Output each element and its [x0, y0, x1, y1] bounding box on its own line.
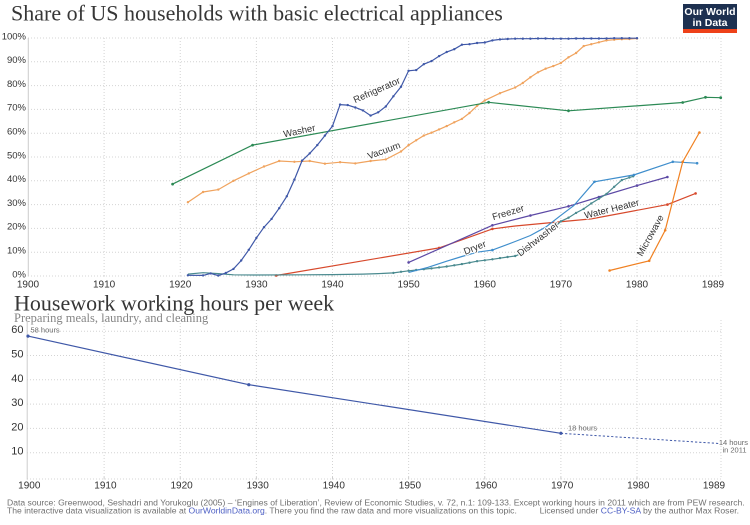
svg-text:Data source: Greenwood, Seshad: Data source: Greenwood, Seshadri and Yor… [7, 498, 745, 508]
svg-text:60%: 60% [7, 127, 27, 138]
svg-text:80%: 80% [7, 79, 27, 90]
svg-text:1970: 1970 [551, 481, 574, 492]
svg-text:30: 30 [11, 397, 23, 409]
svg-text:Housework working hours per we: Housework working hours per week [14, 291, 334, 316]
svg-text:Licensed under CC-BY-SA by the: Licensed under CC-BY-SA by the author Ma… [540, 506, 739, 516]
svg-text:The interactive data visualiza: The interactive data visualization is av… [7, 506, 517, 516]
svg-text:1950: 1950 [397, 280, 420, 291]
svg-text:14 hours: 14 hours [719, 438, 748, 447]
svg-text:1960: 1960 [474, 280, 497, 291]
svg-text:60: 60 [11, 324, 23, 336]
svg-text:1950: 1950 [399, 481, 422, 492]
svg-text:1960: 1960 [475, 481, 498, 492]
svg-text:20: 20 [11, 421, 23, 433]
svg-text:1940: 1940 [323, 481, 346, 492]
svg-text:50: 50 [11, 349, 23, 361]
svg-text:50%: 50% [7, 150, 27, 161]
svg-text:40: 40 [11, 373, 23, 385]
svg-text:Our World: Our World [684, 6, 735, 18]
svg-text:1930: 1930 [245, 280, 268, 291]
svg-text:1989: 1989 [703, 481, 726, 492]
svg-text:1940: 1940 [321, 280, 344, 291]
svg-text:10%: 10% [7, 246, 27, 257]
svg-text:100%: 100% [2, 31, 27, 42]
svg-text:70%: 70% [7, 103, 27, 114]
svg-text:58 hours: 58 hours [31, 326, 60, 335]
svg-text:1900: 1900 [18, 481, 41, 492]
svg-text:1980: 1980 [626, 280, 649, 291]
svg-text:18 hours: 18 hours [568, 424, 597, 433]
svg-text:1910: 1910 [94, 481, 117, 492]
svg-text:1930: 1930 [247, 481, 270, 492]
svg-text:90%: 90% [7, 55, 27, 66]
svg-text:40%: 40% [7, 174, 27, 185]
svg-text:1910: 1910 [93, 280, 116, 291]
svg-text:1920: 1920 [169, 280, 192, 291]
svg-text:1989: 1989 [702, 280, 725, 291]
svg-text:1970: 1970 [550, 280, 573, 291]
svg-text:30%: 30% [7, 198, 27, 209]
svg-text:10: 10 [11, 446, 23, 458]
svg-text:Preparing meals, laundry, and: Preparing meals, laundry, and cleaning [14, 311, 209, 325]
svg-text:in Data: in Data [692, 17, 727, 29]
svg-text:1920: 1920 [170, 481, 193, 492]
svg-text:0%: 0% [12, 269, 26, 280]
svg-text:Share of US households with ba: Share of US households with basic electr… [11, 1, 503, 26]
svg-text:in 2011: in 2011 [722, 446, 746, 455]
svg-text:1980: 1980 [627, 481, 650, 492]
svg-text:1900: 1900 [17, 280, 40, 291]
svg-text:20%: 20% [7, 222, 27, 233]
